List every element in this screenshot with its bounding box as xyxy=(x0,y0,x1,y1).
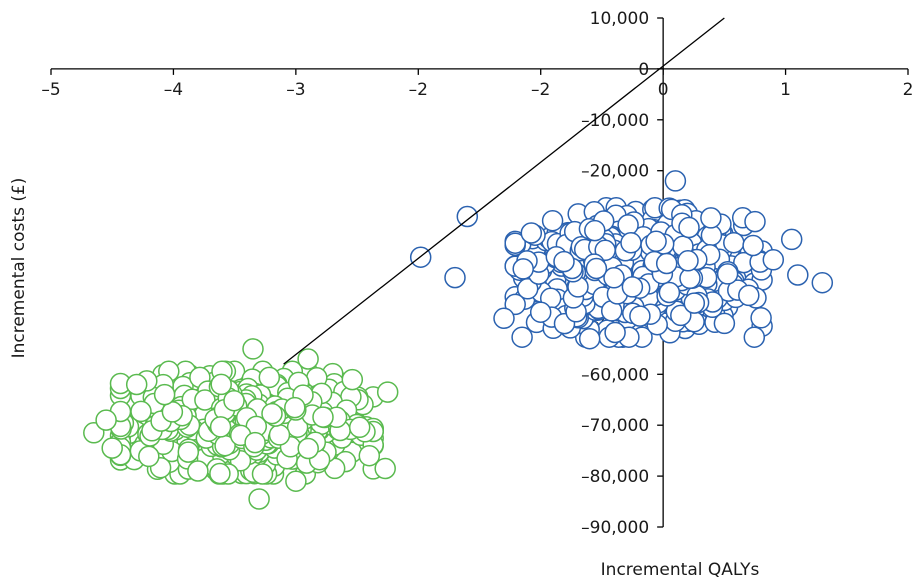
x-tick-label: –4 xyxy=(164,80,183,100)
x-axis-title: Incremental QALYs xyxy=(601,560,760,580)
scatter-point xyxy=(209,462,231,485)
scatter-point xyxy=(456,205,479,228)
scatter-point xyxy=(742,234,764,257)
scatter-point xyxy=(780,228,803,251)
scatter-point xyxy=(621,276,644,298)
scatter-point xyxy=(130,400,152,423)
scatter-point xyxy=(645,230,667,253)
scatter-point xyxy=(620,232,642,254)
x-tick-label: –2 xyxy=(409,80,428,100)
scatter-point xyxy=(153,383,176,406)
scatter-point xyxy=(187,460,209,482)
scatter-point xyxy=(312,406,334,428)
y-tick-label: –10,000 xyxy=(581,111,649,131)
y-axis-title: Incremental costs (£) xyxy=(9,178,29,359)
scatter-point xyxy=(578,327,601,350)
scatter-point xyxy=(520,222,543,244)
scatter-point xyxy=(376,381,399,403)
x-tick-label: 0 xyxy=(658,80,669,100)
scatter-point xyxy=(716,263,739,285)
scatter-point xyxy=(658,281,681,304)
scatter-point xyxy=(125,373,148,396)
scatter-point xyxy=(750,307,772,329)
scatter-point xyxy=(248,488,270,510)
scatter-point xyxy=(244,431,266,454)
reference-line xyxy=(283,17,725,365)
scatter-point xyxy=(374,457,396,480)
scatter-point xyxy=(516,278,539,300)
scatter-point xyxy=(284,396,306,419)
series-2 xyxy=(83,338,399,510)
y-tick-label: 10,000 xyxy=(590,9,649,29)
scatter-point xyxy=(341,368,364,391)
x-tick-label: 1 xyxy=(780,80,791,100)
scatter-point xyxy=(713,312,736,335)
scatter-point xyxy=(512,258,534,280)
scatter-point xyxy=(541,209,564,232)
scatter-point xyxy=(348,416,371,439)
scatter-point xyxy=(762,249,785,271)
scatter-point xyxy=(585,257,608,280)
scatter-point xyxy=(584,219,606,242)
scatter-point xyxy=(670,304,692,327)
x-axis-ticks: –5 –4 –3 –2 –2 0 1 2 xyxy=(41,68,913,100)
scatter-point xyxy=(604,321,626,344)
scatter-point xyxy=(603,267,625,289)
x-tick-label: –2 xyxy=(531,80,550,100)
scatter-point xyxy=(268,424,291,446)
scatter-point xyxy=(138,445,160,468)
x-tick-label: –3 xyxy=(286,80,305,100)
scatter-point xyxy=(285,470,307,492)
x-tick-label: 2 xyxy=(903,80,913,100)
scatter-point xyxy=(629,305,651,327)
series-1 xyxy=(409,170,834,350)
scatter-point xyxy=(683,292,706,314)
y-tick-label: –60,000 xyxy=(581,365,649,385)
scatter-point xyxy=(504,232,526,254)
scatter-point xyxy=(258,366,281,389)
y-tick-label: –20,000 xyxy=(581,162,649,182)
scatter-point xyxy=(101,437,123,459)
y-tick-label: –90,000 xyxy=(581,518,649,538)
scatter-point xyxy=(744,210,766,233)
scatter-point xyxy=(95,409,117,431)
scatter-point xyxy=(223,389,245,412)
scatter-point xyxy=(209,416,232,438)
scatter-point xyxy=(177,441,200,463)
scatter-point xyxy=(504,293,526,316)
scatter-point xyxy=(723,231,745,254)
scatter-point xyxy=(677,250,699,272)
y-tick-label: –80,000 xyxy=(581,467,649,487)
scatter-point xyxy=(743,326,766,348)
scatter-point xyxy=(664,170,687,192)
scatter-point xyxy=(553,250,575,273)
x-tick-label: –5 xyxy=(41,80,60,100)
scatter-point xyxy=(678,216,700,239)
scatter-point xyxy=(738,284,760,307)
scatter-point xyxy=(811,271,834,294)
y-tick-label: –70,000 xyxy=(581,416,649,436)
scatter-point xyxy=(261,402,283,425)
scatter-point xyxy=(242,338,264,360)
scatter-point xyxy=(493,307,515,330)
scatter-point xyxy=(787,264,809,286)
scatter-point xyxy=(251,463,274,485)
scatter-series xyxy=(83,170,834,510)
scatter-point xyxy=(210,373,232,396)
scatter-point xyxy=(511,326,533,348)
scatter-point xyxy=(297,348,319,370)
scatter-point xyxy=(297,437,319,460)
scatter-point xyxy=(617,214,639,236)
scatter-point xyxy=(700,207,722,229)
scatter-point xyxy=(358,444,381,467)
scatter-point xyxy=(529,301,552,323)
scatter-point xyxy=(655,252,678,275)
y-tick-label: 0 xyxy=(638,60,649,80)
scatter-point xyxy=(444,266,466,289)
